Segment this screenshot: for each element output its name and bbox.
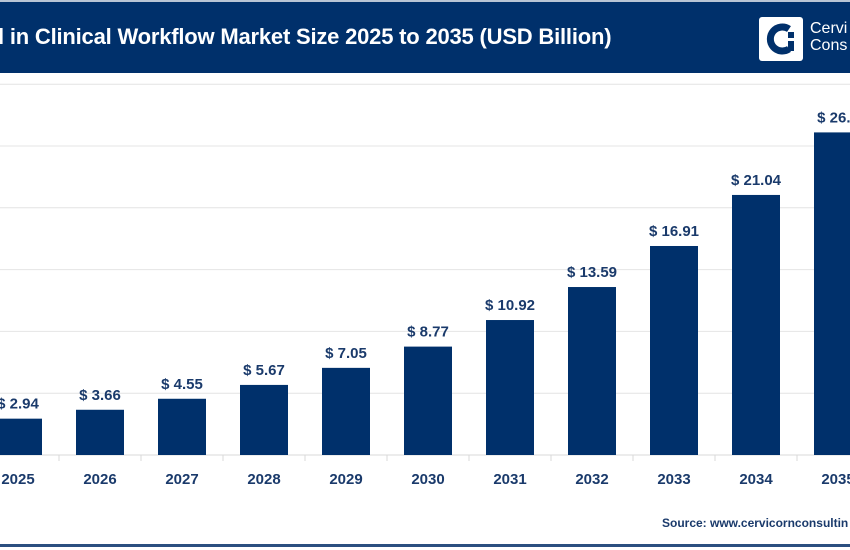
bar-2030 xyxy=(404,346,452,455)
bar-2032 xyxy=(568,287,616,455)
bar-2026 xyxy=(76,409,124,455)
data-label: $ 26.1 xyxy=(817,109,850,126)
x-tick-label: 2034 xyxy=(739,471,773,488)
data-label: $ 16.91 xyxy=(649,223,699,240)
logo-text-line2: Cons xyxy=(810,37,848,54)
logo-icon xyxy=(766,23,794,55)
x-tick-label: 2027 xyxy=(165,471,198,488)
data-label: $ 10.92 xyxy=(485,297,535,314)
x-tick-label: 2025 xyxy=(1,471,34,488)
logo-text-line1: Cervi xyxy=(810,20,848,37)
bar-2025 xyxy=(0,418,42,455)
bar-2035 xyxy=(814,132,850,456)
source-note: Source: www.cervicornconsultin xyxy=(662,516,849,530)
bar-2034 xyxy=(732,194,780,455)
x-tick-label: 2031 xyxy=(493,471,526,488)
bottom-divider xyxy=(0,544,850,547)
x-tick-label: 2029 xyxy=(329,471,362,488)
data-label: $ 5.67 xyxy=(243,362,285,379)
bar-2031 xyxy=(486,320,534,455)
bar-2029 xyxy=(322,367,370,455)
x-tick-label: 2030 xyxy=(411,471,444,488)
data-label: $ 4.55 xyxy=(161,376,203,393)
data-label: $ 2.94 xyxy=(0,396,40,413)
x-tick-label: 2028 xyxy=(247,471,280,488)
x-tick-label: 2032 xyxy=(575,471,608,488)
x-tick-label: 2035 xyxy=(821,471,850,488)
chart-title: l in Clinical Workflow Market Size 2025 … xyxy=(0,24,612,49)
bar-2033 xyxy=(650,245,698,455)
data-label: $ 8.77 xyxy=(407,324,449,341)
logo-text: Cervi Cons xyxy=(810,20,847,54)
bar-2027 xyxy=(158,398,206,455)
chart-header: l in Clinical Workflow Market Size 2025 … xyxy=(0,0,850,73)
x-tick-label: 2026 xyxy=(83,471,116,488)
data-label: $ 7.05 xyxy=(325,345,367,362)
bar-2028 xyxy=(240,384,288,455)
data-label: $ 3.66 xyxy=(79,387,121,404)
data-label: $ 13.59 xyxy=(567,264,617,281)
company-logo xyxy=(759,17,803,61)
x-tick-label: 2033 xyxy=(657,471,690,488)
data-label: $ 21.04 xyxy=(731,172,782,189)
